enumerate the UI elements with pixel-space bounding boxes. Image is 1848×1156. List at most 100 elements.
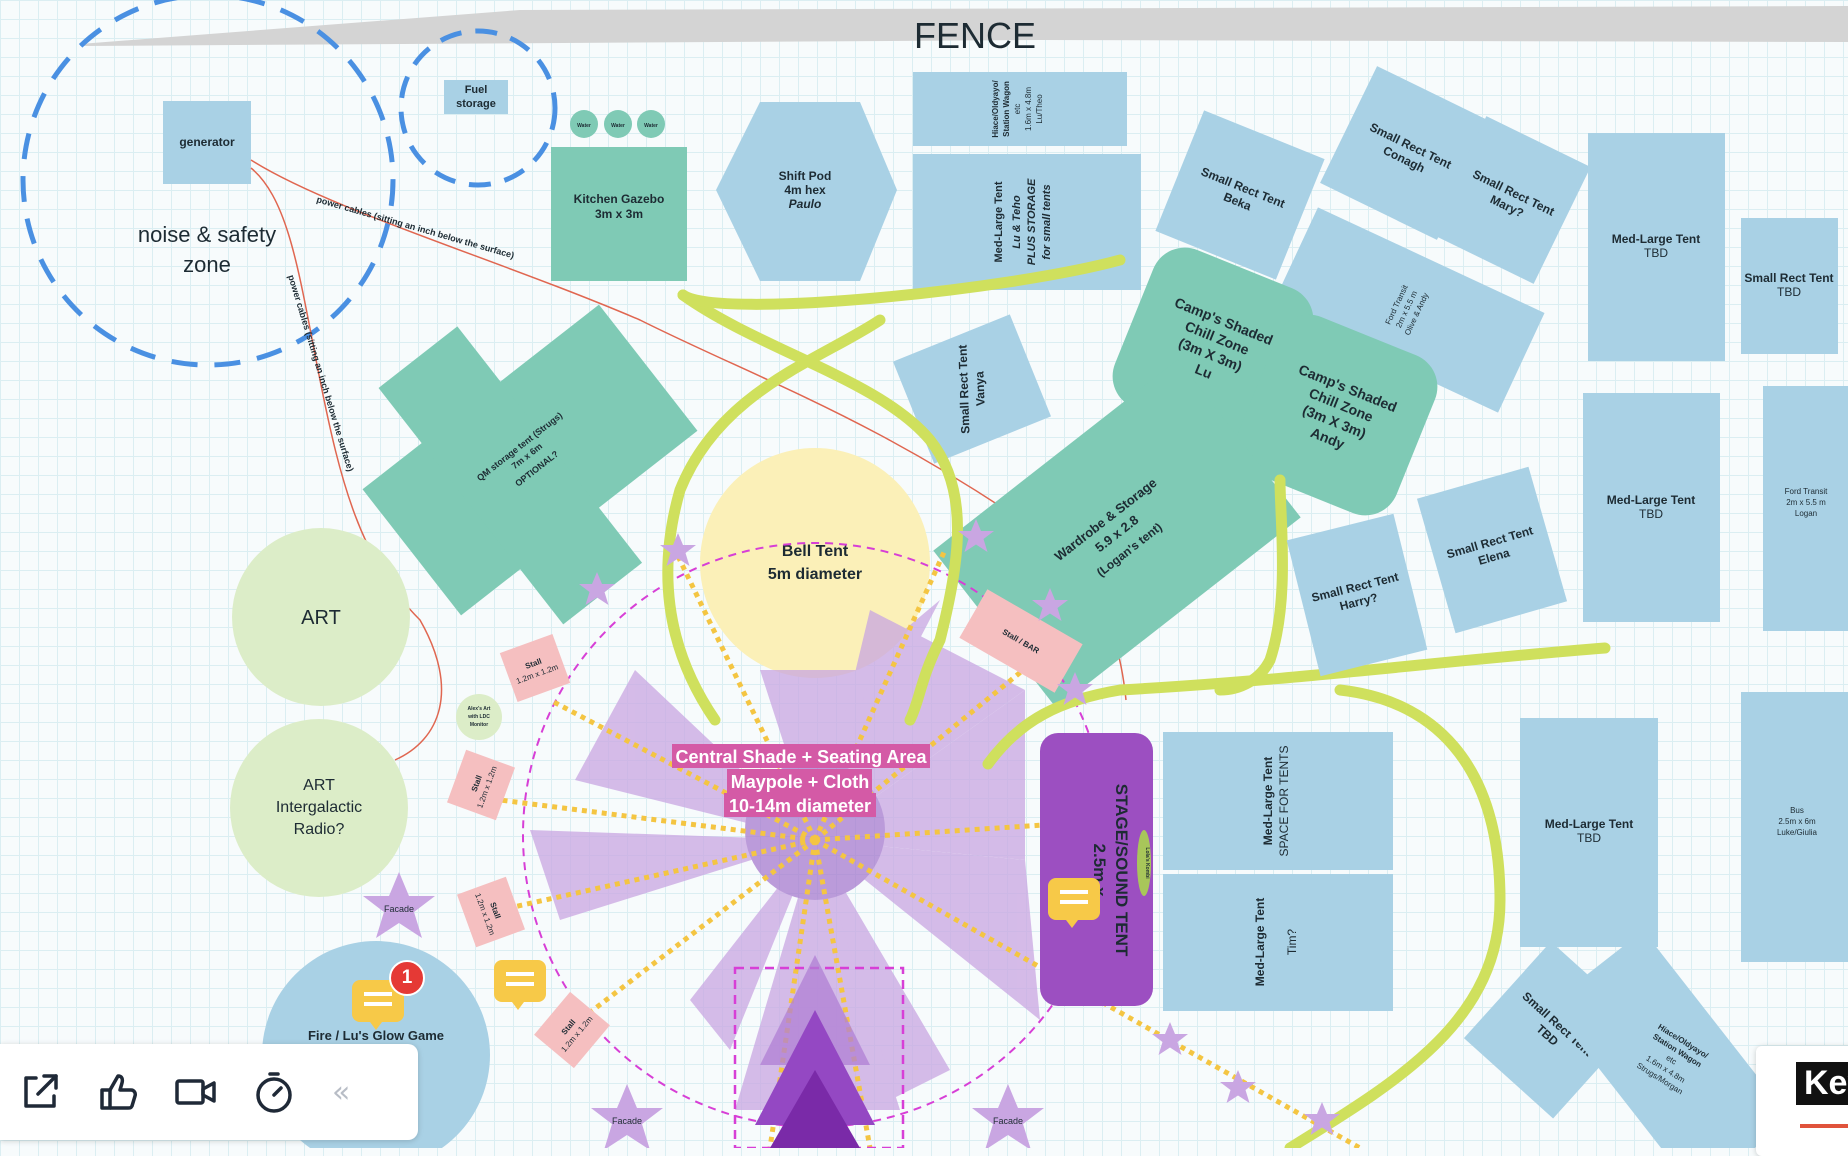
med-space-label-1: Med-Large Tent bbox=[1261, 757, 1275, 845]
ford-transit-olive[interactable] bbox=[1271, 207, 1545, 413]
video-icon bbox=[175, 1079, 216, 1105]
small-rect-tent-elena[interactable] bbox=[1416, 466, 1568, 634]
bus-label-1: Bus bbox=[1790, 806, 1804, 815]
art-radio-label-2: Intergalactic bbox=[276, 799, 362, 816]
small-rect-tent-vanya[interactable] bbox=[892, 314, 1052, 464]
hiace-top-label-2: Station Wagon bbox=[1002, 81, 1011, 137]
comment-bubble-1[interactable] bbox=[352, 980, 404, 1030]
fence-strip bbox=[80, 6, 1848, 46]
central-label-bg-3 bbox=[724, 793, 876, 817]
power-cable-2 bbox=[250, 167, 443, 761]
stage-label-1: STAGE/SOUND TENT bbox=[1112, 784, 1131, 957]
stall-1[interactable] bbox=[499, 633, 571, 703]
stage-small-oval[interactable] bbox=[1137, 830, 1151, 896]
water-circle-2[interactable] bbox=[604, 110, 632, 138]
facade-label-3: Facade bbox=[993, 1116, 1023, 1126]
collapse-toolbar-button[interactable]: « bbox=[332, 1074, 351, 1110]
shift-pod[interactable] bbox=[716, 102, 897, 281]
art-radio-label-1: ART bbox=[303, 777, 335, 794]
fuel-storage-box[interactable] bbox=[444, 80, 508, 114]
vanya-label-1: Small Rect Tent bbox=[955, 344, 972, 434]
stall-2[interactable] bbox=[446, 749, 516, 821]
med-lu-label-4: for small tents bbox=[1041, 184, 1053, 259]
thumbs-up-icon bbox=[100, 1074, 137, 1110]
generator-box[interactable] bbox=[163, 101, 251, 184]
med-large-tent-tbd-2[interactable] bbox=[1583, 393, 1720, 622]
video-button[interactable] bbox=[166, 1062, 226, 1122]
central-label-3: 10-14m diameter bbox=[729, 796, 871, 816]
key-label: Key bbox=[1796, 1062, 1848, 1105]
comment-bubble-2[interactable] bbox=[494, 960, 546, 1010]
noise-safety-zone-circle[interactable] bbox=[20, 0, 396, 368]
kitchen-label-1: Kitchen Gazebo bbox=[574, 192, 665, 206]
central-label-bg-1 bbox=[672, 744, 930, 768]
stall-4[interactable] bbox=[534, 991, 610, 1069]
timer-icon bbox=[256, 1072, 292, 1113]
art-circle[interactable] bbox=[232, 528, 410, 706]
bus[interactable] bbox=[1741, 692, 1848, 962]
kitchen-gazebo[interactable] bbox=[551, 147, 687, 281]
triangle-2 bbox=[755, 1010, 875, 1125]
small-rect-tent-beka[interactable] bbox=[1155, 110, 1325, 280]
alex-art-label-2: with LDC bbox=[467, 714, 490, 720]
hiace-bottom[interactable] bbox=[1548, 930, 1792, 1148]
small-rect-tent-tbd-right[interactable] bbox=[1741, 218, 1838, 354]
ford-transit-logan[interactable] bbox=[1763, 386, 1848, 631]
med-tbd1-label-2: TBD bbox=[1644, 246, 1668, 260]
stall-bar[interactable] bbox=[959, 589, 1083, 693]
water-label-2: Water bbox=[611, 123, 625, 129]
facade-star-3[interactable]: Facade bbox=[972, 1084, 1044, 1148]
timer-button[interactable] bbox=[244, 1062, 304, 1122]
med-tbd1-label-1: Med-Large Tent bbox=[1612, 232, 1700, 246]
bus-label-2: 2.5m x 6m bbox=[1778, 817, 1816, 826]
small-tbd-right-label-1: Small Rect Tent bbox=[1744, 271, 1833, 285]
lime-paths bbox=[662, 254, 1611, 1148]
central-label-2: Maypole + Cloth bbox=[731, 772, 870, 792]
ford-logan-label-1: Ford Transit bbox=[1785, 487, 1828, 496]
small-rect-tent-harry[interactable] bbox=[1286, 513, 1428, 677]
comment-bubble-3[interactable] bbox=[1048, 878, 1100, 928]
shade-wedge-8 bbox=[530, 830, 815, 920]
key-panel[interactable]: Key bbox=[1756, 1046, 1848, 1156]
shift-pod-label-3: Paulo bbox=[789, 197, 822, 211]
open-external-button[interactable] bbox=[10, 1062, 70, 1122]
med-tim-label-2: Tim? bbox=[1285, 929, 1299, 956]
ford-logan-label-3: Logan bbox=[1795, 509, 1817, 518]
comment-count-badge[interactable]: 1 bbox=[389, 960, 425, 996]
med-large-tent-tim[interactable] bbox=[1163, 874, 1393, 1011]
small-rect-tent-mary[interactable] bbox=[1429, 116, 1591, 284]
bell-tent-label-2: 5m diameter bbox=[768, 566, 862, 583]
fire-label-1: Fire / Lu's Glow Game bbox=[308, 1028, 444, 1043]
vanya-label-2: Vanya bbox=[972, 371, 987, 406]
like-button[interactable] bbox=[88, 1062, 148, 1122]
alex-art-circle[interactable] bbox=[456, 694, 502, 740]
noise-zone-label-2: zone bbox=[183, 252, 231, 277]
facade-label-2: Facade bbox=[612, 1116, 642, 1126]
hiace-top-label-1: Hiace/Oldyayo/ bbox=[991, 80, 1000, 138]
fuel-storage-zone-circle[interactable] bbox=[398, 28, 558, 188]
decorative-stars bbox=[579, 519, 1340, 1135]
art-radio-circle[interactable] bbox=[230, 719, 408, 897]
water-circle-1[interactable] bbox=[570, 110, 598, 138]
med-large-tent-tbd-3[interactable] bbox=[1520, 718, 1658, 947]
art-label: ART bbox=[301, 607, 341, 629]
fuel-label-2: storage bbox=[456, 98, 496, 110]
chill-zone-andy[interactable] bbox=[1226, 304, 1447, 525]
water-circle-3[interactable] bbox=[637, 110, 665, 138]
hiace-top[interactable] bbox=[913, 72, 1127, 146]
stall-3[interactable] bbox=[456, 876, 526, 948]
med-large-tent-space[interactable] bbox=[1163, 732, 1393, 870]
med-tbd2-label-2: TBD bbox=[1639, 507, 1663, 521]
open-external-icon bbox=[24, 1074, 58, 1108]
facade-star-2[interactable]: Facade bbox=[591, 1084, 663, 1148]
med-tbd2-label-1: Med-Large Tent bbox=[1607, 493, 1695, 507]
med-large-tent-tbd-1[interactable] bbox=[1588, 133, 1725, 361]
shift-pod-label-1: Shift Pod bbox=[779, 169, 832, 183]
facade-star-1[interactable]: Facade bbox=[363, 872, 435, 938]
shift-pod-label-2: 4m hex bbox=[784, 183, 826, 197]
noise-zone-label-1: noise & safety bbox=[138, 222, 276, 247]
alex-art-label-3: Monitor bbox=[470, 722, 488, 728]
small-tbd-right-label-2: TBD bbox=[1777, 285, 1801, 299]
stage-sound-tent[interactable] bbox=[1040, 733, 1153, 1006]
